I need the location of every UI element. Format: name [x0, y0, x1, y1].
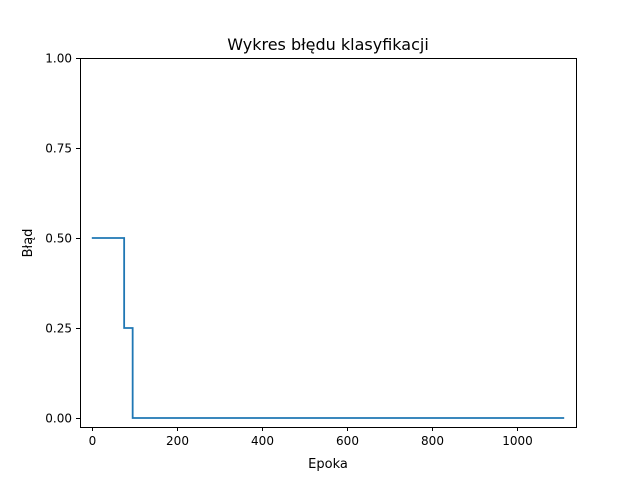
x-tick-label: 0 [89, 434, 97, 448]
series-layer [91, 237, 565, 419]
x-tick-label: 600 [336, 434, 359, 448]
y-axis-label: Błąd [21, 229, 36, 258]
y-tick-label: 0.75 [45, 142, 72, 156]
y-tick-label: 0.00 [45, 412, 72, 426]
y-tick-label: 0.25 [45, 322, 72, 336]
x-axis-ticks: 0 200 400 600 800 1000 [89, 427, 533, 448]
series-line [91, 237, 565, 419]
plot-area [80, 58, 577, 428]
x-axis-label: Epoka [308, 457, 348, 472]
x-tick-label: 1000 [502, 434, 533, 448]
x-tick-label: 200 [166, 434, 189, 448]
y-tick-label: 0.50 [45, 232, 72, 246]
y-tick-label: 1.00 [45, 52, 72, 66]
y-axis-ticks: 0.00 0.25 0.50 0.75 1.00 [45, 52, 80, 426]
x-tick-label: 800 [421, 434, 444, 448]
x-tick-label: 400 [251, 434, 274, 448]
chart-title: Wykres błędu klasyfikacji [227, 35, 429, 54]
plot-frame [80, 58, 577, 428]
